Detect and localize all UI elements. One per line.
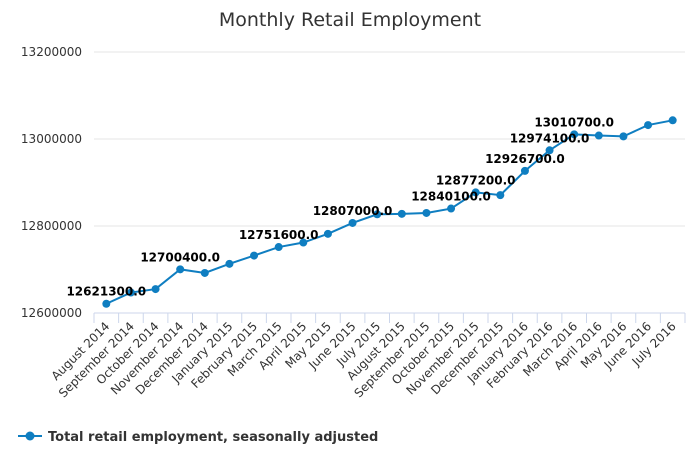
data-label: 13010700.0 xyxy=(534,115,614,129)
data-point[interactable] xyxy=(373,210,382,219)
data-point[interactable] xyxy=(619,132,628,141)
data-labels: 12621300.0 12700400.0 12751600.0 12807000.0… xyxy=(66,115,614,298)
data-label: 12621300.0 xyxy=(66,285,146,299)
data-point[interactable] xyxy=(225,259,234,268)
y-tick-label: 13200000 xyxy=(21,45,82,59)
data-label: 12974100.0 xyxy=(510,131,590,145)
data-point[interactable] xyxy=(151,285,160,294)
series-line xyxy=(105,119,673,305)
data-point[interactable] xyxy=(422,208,431,217)
legend-dot-marker xyxy=(25,431,35,441)
data-point[interactable] xyxy=(323,229,332,238)
chart-title: Monthly Retail Employment xyxy=(219,9,481,31)
data-point[interactable] xyxy=(520,166,529,175)
data-point[interactable] xyxy=(250,251,259,260)
data-point[interactable] xyxy=(397,209,406,218)
y-axis-ticks: 12600000 12800000 13000000 13200000 xyxy=(21,45,82,320)
y-tick-label: 13000000 xyxy=(21,132,82,146)
data-point[interactable] xyxy=(102,299,111,308)
grid-lines xyxy=(93,51,686,323)
data-point[interactable] xyxy=(668,116,677,125)
data-point[interactable] xyxy=(126,288,135,297)
y-tick-label: 12600000 xyxy=(21,306,82,320)
data-point[interactable] xyxy=(594,131,603,140)
y-tick-label: 12800000 xyxy=(21,219,82,233)
legend-label: Total retail employment, seasonally adju… xyxy=(48,430,378,445)
data-point[interactable] xyxy=(274,243,283,252)
data-point[interactable] xyxy=(570,130,579,139)
data-point[interactable] xyxy=(200,268,209,277)
data-label: 12700400.0 xyxy=(140,250,220,264)
data-point[interactable] xyxy=(299,238,308,247)
data-label: 12926700.0 xyxy=(485,152,565,166)
data-point[interactable] xyxy=(471,188,480,197)
series-layer xyxy=(102,116,677,308)
data-point[interactable] xyxy=(545,146,554,155)
data-label: 12807000.0 xyxy=(313,204,393,218)
data-point[interactable] xyxy=(496,191,505,200)
data-point[interactable] xyxy=(348,218,357,227)
data-label: 12877200.0 xyxy=(436,173,516,187)
data-point[interactable] xyxy=(447,204,456,213)
data-point[interactable] xyxy=(644,121,653,130)
data-point[interactable] xyxy=(176,265,185,274)
data-label: 12840100.0 xyxy=(411,190,491,204)
data-label: 12751600.0 xyxy=(239,228,319,242)
legend[interactable]: Total retail employment, seasonally adju… xyxy=(18,430,378,445)
